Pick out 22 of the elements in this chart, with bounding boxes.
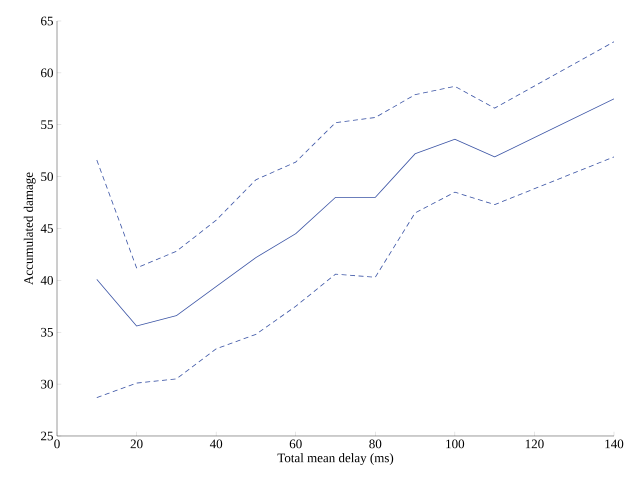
x-tick-label: 20 bbox=[130, 440, 143, 448]
y-tick-label: 30 bbox=[41, 380, 53, 388]
y-axis-title: Accumulated damage bbox=[24, 172, 36, 285]
y-tick-label: 25 bbox=[41, 432, 53, 440]
y-tick-label: 55 bbox=[41, 120, 53, 130]
x-tick-label: 100 bbox=[446, 440, 464, 448]
y-tick-label: 35 bbox=[41, 328, 53, 337]
y-tick-label: 45 bbox=[40, 224, 53, 233]
x-tick-label: 140 bbox=[605, 440, 624, 448]
y-tick-label: 60 bbox=[41, 68, 53, 78]
x-axis-title: Total mean delay (ms) bbox=[278, 453, 394, 465]
x-tick-label: 60 bbox=[290, 440, 302, 448]
x-tick-label: 0 bbox=[54, 440, 60, 448]
x-tick-label: 120 bbox=[526, 440, 544, 448]
y-tick-label: 50 bbox=[41, 172, 53, 181]
line-series bbox=[96, 41, 614, 268]
y-tick-label: 65 bbox=[41, 16, 53, 26]
line-series bbox=[96, 98, 614, 326]
y-tick-label: 40 bbox=[40, 276, 53, 285]
line-series bbox=[96, 156, 614, 398]
x-tick-label: 40 bbox=[210, 440, 222, 448]
x-tick-label: 80 bbox=[369, 440, 382, 448]
